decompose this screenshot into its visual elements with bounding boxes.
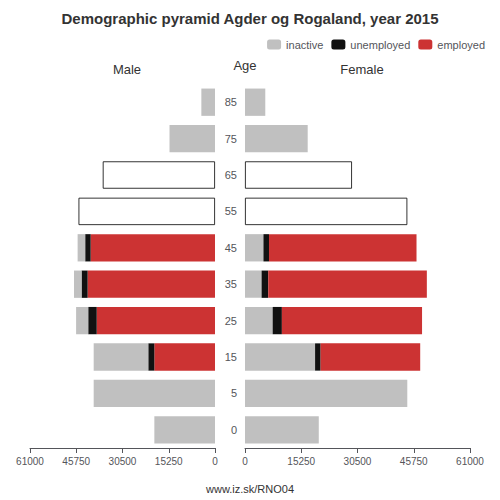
svg-text:30500: 30500 <box>344 456 372 467</box>
svg-text:employed: employed <box>437 39 485 51</box>
svg-text:0: 0 <box>242 456 248 467</box>
svg-text:61000: 61000 <box>16 456 44 467</box>
svg-text:45: 45 <box>225 242 237 254</box>
svg-text:30500: 30500 <box>109 456 137 467</box>
svg-text:35: 35 <box>225 278 237 290</box>
svg-text:www.iz.sk/RNO04: www.iz.sk/RNO04 <box>205 483 294 495</box>
svg-text:unemployed: unemployed <box>350 39 410 51</box>
svg-text:75: 75 <box>225 133 237 145</box>
svg-text:inactive: inactive <box>286 39 323 51</box>
svg-text:15250: 15250 <box>155 456 183 467</box>
svg-text:Male: Male <box>113 62 141 77</box>
svg-text:Age: Age <box>233 58 256 73</box>
svg-text:0: 0 <box>231 424 237 436</box>
svg-text:55: 55 <box>225 205 237 217</box>
svg-text:25: 25 <box>225 315 237 327</box>
svg-text:45750: 45750 <box>400 456 428 467</box>
svg-text:15: 15 <box>225 351 237 363</box>
svg-text:61000: 61000 <box>456 456 484 467</box>
svg-text:5: 5 <box>231 387 237 399</box>
svg-text:Demographic pyramid Agder og R: Demographic pyramid Agder og Rogaland, y… <box>61 10 438 27</box>
svg-text:Female: Female <box>340 62 383 77</box>
svg-text:0: 0 <box>212 456 218 467</box>
svg-text:45750: 45750 <box>62 456 90 467</box>
svg-text:85: 85 <box>225 96 237 108</box>
svg-text:65: 65 <box>225 169 237 181</box>
svg-text:15250: 15250 <box>287 456 315 467</box>
